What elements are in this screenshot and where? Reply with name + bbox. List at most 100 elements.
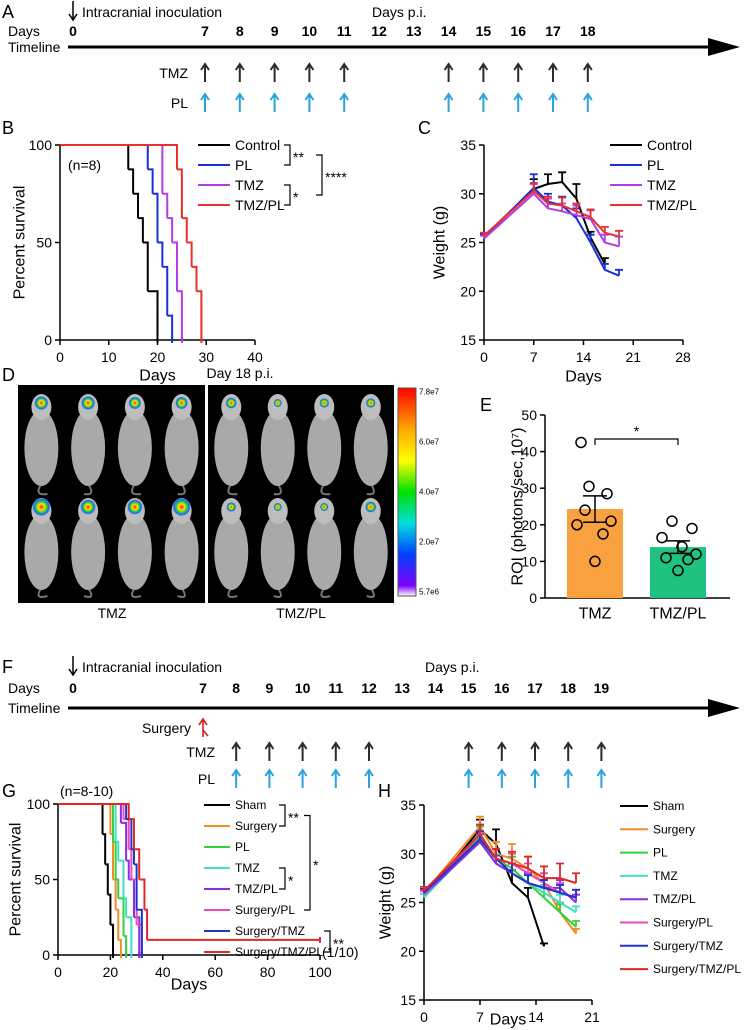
x-axis-label: Days xyxy=(171,977,207,994)
treatment-arrow xyxy=(339,62,350,82)
days-label: Days xyxy=(8,680,40,696)
x-axis-label: Days xyxy=(490,1012,526,1029)
colorbar-label: 7.8e7 xyxy=(419,388,440,397)
colorbar-label: 2.0e7 xyxy=(419,538,440,547)
legend-label: TMZ/PL xyxy=(647,197,697,213)
x-tick-label: TMZ xyxy=(579,606,612,623)
y-tick-label: 30 xyxy=(521,480,537,496)
treatment-arrow xyxy=(304,92,315,112)
mouse-body xyxy=(164,410,199,486)
treatment-arrow xyxy=(463,741,474,761)
treatment-arrow xyxy=(264,768,275,788)
treatment-arrow xyxy=(364,741,374,761)
data-point xyxy=(597,528,609,540)
legend-label: PL xyxy=(235,157,252,173)
significance-bracket xyxy=(316,154,323,196)
x-tick-label: 28 xyxy=(675,349,691,365)
treatment-arrow xyxy=(234,92,245,112)
legend-label: Surgery/TMZ xyxy=(653,939,723,953)
survival-step xyxy=(152,192,159,243)
survival-step xyxy=(126,916,133,955)
day-label: 13 xyxy=(406,23,422,39)
survival-step xyxy=(144,908,149,940)
treatment-arrow xyxy=(548,92,558,112)
day-label: 13 xyxy=(394,680,410,696)
treatment-arrow xyxy=(596,741,607,761)
inoculation-arrow xyxy=(68,656,78,677)
survival-step xyxy=(133,863,138,910)
survival-step xyxy=(58,803,130,820)
error-bar xyxy=(556,884,564,893)
x-tick-label: 20 xyxy=(150,349,166,365)
y-tick-label: 15 xyxy=(460,332,476,348)
x-tick-label: 21 xyxy=(584,1009,600,1025)
bioluminescence-spot xyxy=(172,497,191,517)
y-axis-label: Percent survival xyxy=(12,186,29,300)
data-point xyxy=(666,515,678,527)
data-point xyxy=(571,519,583,531)
image-group-label: TMZ/PL xyxy=(276,605,326,621)
survival-step xyxy=(60,144,178,170)
survival-step xyxy=(142,241,149,292)
day-label: 7 xyxy=(199,680,207,696)
x-tick-label: 30 xyxy=(198,349,214,365)
mouse-body xyxy=(117,410,152,486)
treatment-label: PL xyxy=(198,771,215,787)
mouse-body xyxy=(307,514,342,590)
day-label: 9 xyxy=(271,23,279,39)
y-tick-label: 30 xyxy=(400,846,416,862)
bioluminescence-spot xyxy=(34,396,49,410)
x-tick-label: 7 xyxy=(476,1009,484,1025)
days-pi-label: Days p.i. xyxy=(425,659,479,675)
survival-step xyxy=(110,923,115,955)
survival-step xyxy=(177,168,183,219)
survival-step xyxy=(196,290,203,340)
days-pi-label: Days p.i. xyxy=(372,4,426,20)
x-tick-label: 40 xyxy=(155,964,171,980)
day-label: 18 xyxy=(580,23,596,39)
legend-label: TMZ xyxy=(647,177,676,193)
day-label: 11 xyxy=(337,23,352,39)
treatment-label: TMZ xyxy=(159,65,188,81)
survival-step xyxy=(186,241,193,267)
survival-step xyxy=(58,803,122,823)
y-tick-label: 25 xyxy=(460,235,476,251)
legend-label: TMZ xyxy=(653,869,678,883)
y-tick-label: 0 xyxy=(529,590,537,606)
y-axis-label: Weight (g) xyxy=(378,866,395,940)
day-label: 17 xyxy=(527,680,543,696)
data-point xyxy=(672,564,684,577)
survival-step xyxy=(115,908,120,940)
treatment-arrow xyxy=(330,741,341,761)
significance-label: ** xyxy=(293,149,304,165)
bioluminescence-spot xyxy=(175,396,188,410)
x-axis-label: Days xyxy=(565,369,601,386)
treatment-label: PL xyxy=(171,95,188,111)
survival-step xyxy=(177,290,183,340)
x-tick-label: 0 xyxy=(480,349,488,365)
mouse-body xyxy=(164,514,199,590)
treatment-arrow xyxy=(200,62,210,82)
error-bar xyxy=(558,171,567,183)
day-label: 19 xyxy=(594,680,610,696)
panel-letter: E xyxy=(480,395,492,415)
mouse-body xyxy=(71,514,106,590)
error-bar xyxy=(572,202,581,212)
y-tick-label: 0 xyxy=(44,332,52,348)
significance-label: ** xyxy=(288,810,299,826)
day-label: 15 xyxy=(476,23,492,39)
survival-step xyxy=(139,878,146,910)
significance-label: * xyxy=(288,873,294,889)
timeline-arrowhead xyxy=(708,699,740,717)
bioluminescence-spot xyxy=(80,499,96,515)
series-line xyxy=(483,186,620,277)
bioluminescence-spot xyxy=(320,502,329,512)
survival-step xyxy=(123,935,128,955)
survival-step xyxy=(123,897,128,918)
colorbar-label: 5.7e6 xyxy=(419,588,440,597)
treatment-arrow xyxy=(443,92,454,112)
legend-label: TMZ/PL xyxy=(653,892,696,906)
x-tick-label: TMZ/PL xyxy=(650,606,707,623)
day-label: 10 xyxy=(295,680,311,696)
day-label: 9 xyxy=(266,680,274,696)
